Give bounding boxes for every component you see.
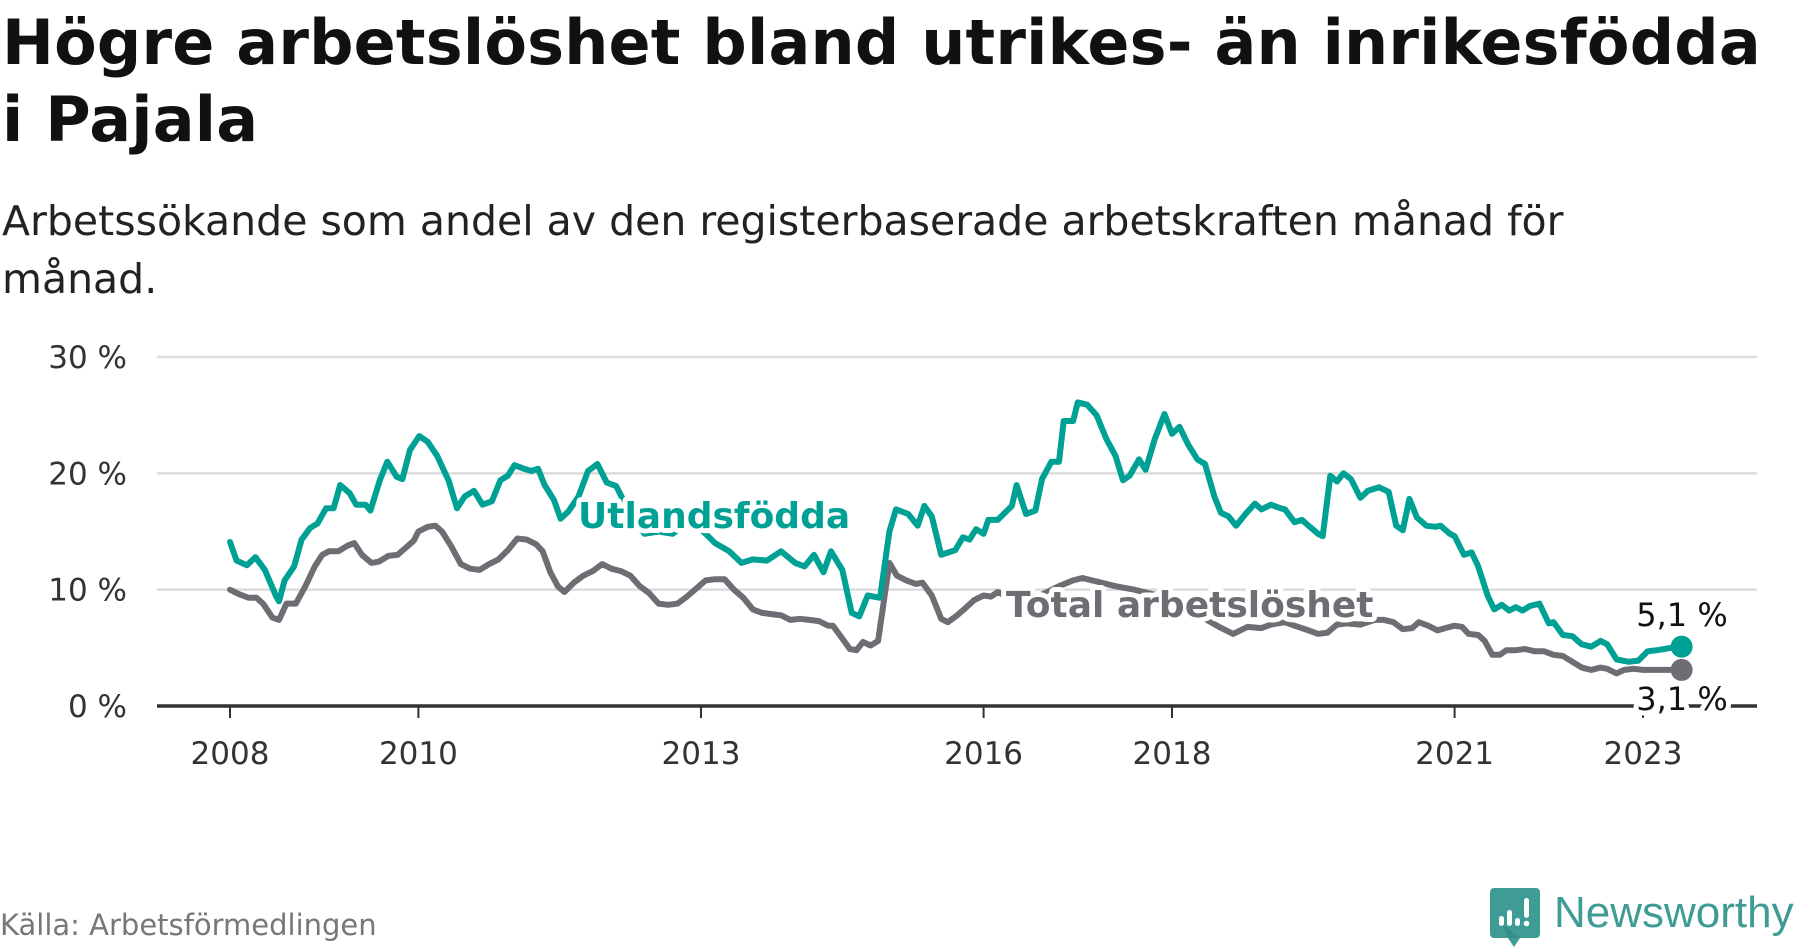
chart-title: Högre arbetslöshet bland utrikes- än inr… (2, 6, 1761, 156)
newsworthy-logo[interactable]: Newsworthy (1490, 888, 1794, 948)
series-line-total (227, 522, 1685, 677)
end-label-total: 3,1 % (1636, 680, 1727, 718)
x-tick-label: 2023 (1604, 736, 1683, 772)
x-tick-label: 2008 (191, 736, 270, 772)
y-tick-label: 20 % (48, 456, 127, 492)
source-note: Källa: Arbetsförmedlingen (0, 908, 377, 942)
x-tick-label: 2016 (944, 736, 1023, 772)
brand-name: Newsworthy (1554, 888, 1794, 937)
end-point-utlandsfodda (1670, 635, 1693, 658)
newsworthy-logo-icon (1490, 888, 1540, 947)
x-tick-label: 2018 (1133, 736, 1212, 772)
y-tick-label: 30 % (48, 340, 127, 376)
series-line-utlandsfodda (227, 399, 1685, 665)
y-tick-label: 10 % (48, 573, 127, 609)
x-tick-label: 2010 (379, 736, 458, 772)
y-tick-label: 0 % (68, 689, 127, 725)
series-label-total: Total arbetslöshet (1006, 585, 1374, 626)
end-point-total (1670, 658, 1693, 681)
x-tick-label: 2013 (662, 736, 741, 772)
end-label-utlandsfodda: 5,1 % (1636, 596, 1727, 634)
x-tick-label: 2021 (1415, 736, 1494, 772)
series-label-utlandsfodda: Utlandsfödda (578, 496, 850, 537)
chart-subtitle: Arbetssökande som andel av den registerb… (2, 197, 1564, 303)
